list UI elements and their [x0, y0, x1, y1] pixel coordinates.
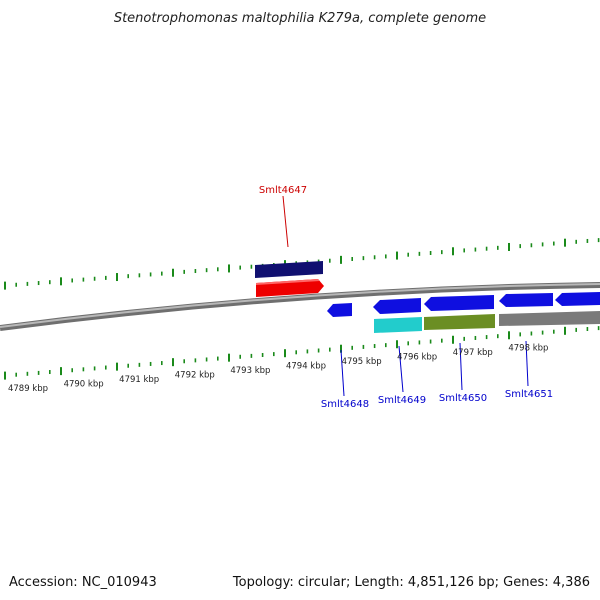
gene-feature-smlt4647[interactable]: Smlt4647 [255, 185, 324, 297]
feature-bar-gray[interactable] [499, 311, 600, 326]
scale-label: 4797 kbp [453, 348, 493, 358]
gene-label-smlt4651[interactable]: Smlt4651 [505, 389, 553, 400]
scale-label: 4791 kbp [119, 375, 159, 385]
scale-label: 4789 kbp [8, 384, 48, 394]
gene-feature-smlt4651[interactable]: Smlt4651 [499, 292, 600, 400]
scale-label: 4793 kbp [230, 366, 270, 376]
gene-label-leader-smlt4647 [282, 195, 289, 248]
feature-bar-olive[interactable] [424, 314, 495, 330]
genome-backbone [0, 282, 600, 331]
gene-arrow-smlt4647[interactable] [255, 261, 323, 278]
genome-summary-text: Topology: circular; Length: 4,851,126 bp… [232, 575, 590, 590]
gene-label-smlt4648[interactable]: Smlt4648 [321, 399, 369, 410]
gene-label-smlt4647[interactable]: Smlt4647 [259, 185, 307, 196]
gene-arrow-smlt4650[interactable] [424, 295, 494, 311]
scale-labels: 4789 kbp 4790 kbp 4791 kbp 4792 kbp 4793 kbp… [8, 344, 548, 394]
inner-tick-track [4, 326, 600, 380]
outer-tick-track [4, 238, 600, 290]
scale-label: 4790 kbp [64, 379, 104, 389]
scale-label: 4795 kbp [342, 357, 382, 367]
feature-bar-cyan[interactable] [374, 317, 422, 333]
gene-label-leader-smlt4651 [525, 340, 529, 387]
gene-label-leader-smlt4648 [340, 349, 345, 397]
scale-label: 4794 kbp [286, 362, 326, 372]
gene-feature-smlt4649[interactable]: Smlt4649 [373, 298, 426, 406]
gene-arrow-smlt4648[interactable] [327, 303, 352, 317]
accession-text: Accession: NC_010943 [9, 575, 157, 590]
gene-label-smlt4650[interactable]: Smlt4650 [439, 393, 487, 404]
scale-label: 4798 kbp [508, 344, 548, 354]
gene-label-leader-smlt4649 [398, 345, 404, 393]
gene-arrow-smlt4651[interactable] [499, 293, 553, 307]
gene-arrow-continued[interactable] [555, 292, 600, 306]
gene-feature-smlt4648[interactable]: Smlt4648 [321, 303, 369, 410]
gene-label-leader-smlt4650 [459, 342, 463, 391]
cds-arrow-shade [256, 279, 320, 285]
genome-backbone-highlight [0, 283, 600, 328]
gene-feature-smlt4650[interactable]: Smlt4650 [424, 295, 495, 404]
map-title: Stenotrophomonas maltophilia K279a, comp… [114, 11, 486, 26]
gene-label-smlt4649[interactable]: Smlt4649 [378, 395, 426, 406]
gene-arrow-smlt4649[interactable] [373, 298, 421, 314]
scale-label: 4792 kbp [175, 370, 215, 380]
scale-label: 4796 kbp [397, 353, 437, 363]
